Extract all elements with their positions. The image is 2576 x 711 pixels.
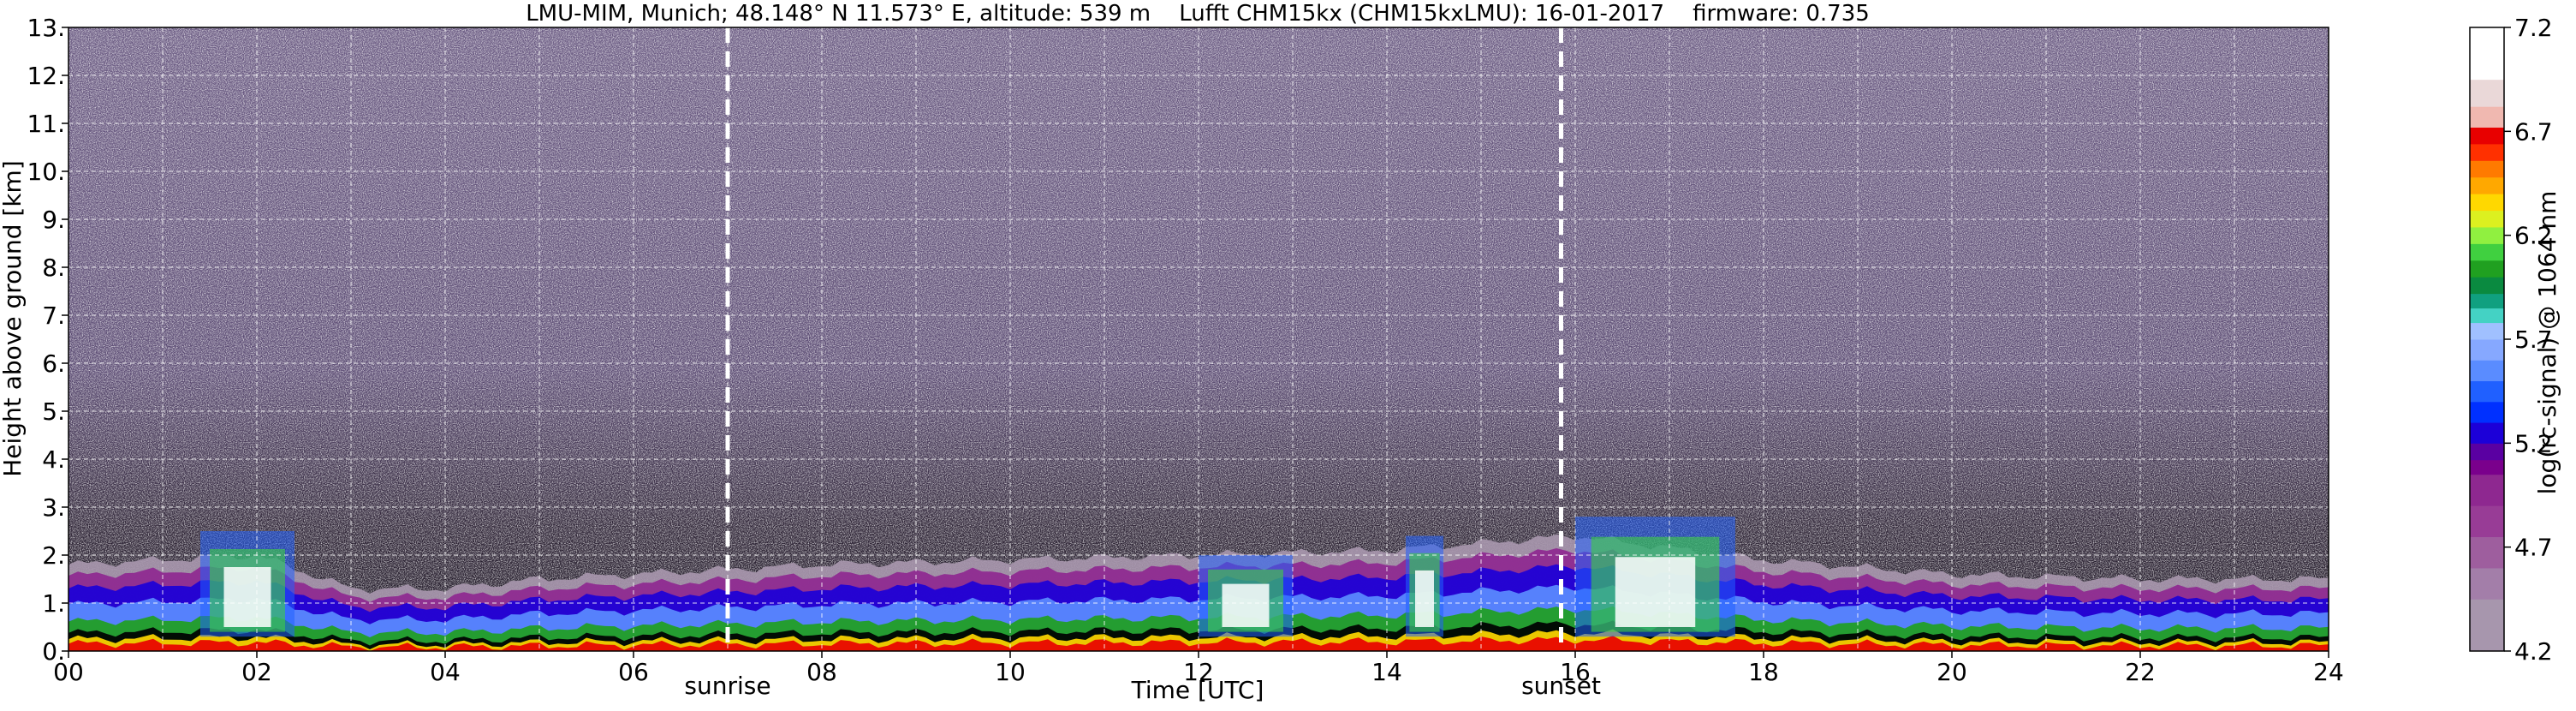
y-tick-label: 1. <box>42 589 65 618</box>
colorbar-segment <box>2470 260 2504 278</box>
y-tick-label: 4. <box>42 445 65 474</box>
colorbar-segment <box>2470 339 2504 361</box>
cloud-patch-core <box>1415 570 1434 627</box>
y-tick-label: 10. <box>27 158 65 186</box>
colorbar-segment <box>2470 27 2504 81</box>
colorbar-segment <box>2470 243 2504 261</box>
x-tick-label: 08 <box>806 658 837 686</box>
colorbar-segment <box>2470 277 2504 295</box>
y-tick-label: 9. <box>42 206 65 234</box>
colorbar-segment <box>2470 474 2504 506</box>
chart-title: LMU-MIM, Munich; 48.148° N 11.573° E, al… <box>526 1 1870 27</box>
colorbar-segment <box>2470 422 2504 444</box>
x-tick-label: 16 <box>1560 658 1591 686</box>
colorbar-segment <box>2470 293 2504 309</box>
x-axis-label: Time [UTC] <box>1131 676 1264 704</box>
x-tick-label: 06 <box>618 658 649 686</box>
x-tick-label: 22 <box>2125 658 2156 686</box>
colorbar-segment <box>2470 308 2504 324</box>
colorbar-segment <box>2470 536 2504 569</box>
colorbar-segment <box>2470 194 2504 212</box>
colorbar-segment <box>2470 360 2504 382</box>
colorbar-segment <box>2470 401 2504 423</box>
colorbar-segment <box>2470 106 2504 128</box>
x-tick-label: 02 <box>241 658 272 686</box>
colorbar-segment <box>2470 176 2504 194</box>
colorbar-segment <box>2470 127 2504 145</box>
y-tick-label: 2. <box>42 541 65 570</box>
colorbar-segment <box>2470 567 2504 600</box>
colorbar-segment <box>2470 459 2504 475</box>
y-tick-label: 13. <box>27 14 65 42</box>
colorbar-tick-label: 4.7 <box>2514 534 2553 562</box>
y-tick-label: 8. <box>42 254 65 282</box>
colorbar-tick-label: 6.2 <box>2514 222 2553 250</box>
y-tick-label: 3. <box>42 493 65 522</box>
colorbar-segment <box>2470 79 2504 107</box>
event-label-sunset: sunset <box>1521 672 1601 700</box>
x-tick-label: 20 <box>1936 658 1967 686</box>
y-tick-label: 0. <box>42 637 65 666</box>
y-tick-label: 11. <box>27 110 65 138</box>
y-tick-label: 5. <box>42 397 65 426</box>
colorbar-segment <box>2470 505 2504 538</box>
cloud-patch-core <box>1222 583 1270 627</box>
x-tick-label: 00 <box>53 658 84 686</box>
y-axis-ticks: 0. 1. 2. 3. 4. 5. 6. 7. 8. 9. 10. 11. 12. 13. <box>27 14 68 666</box>
x-tick-label: 24 <box>2313 658 2344 686</box>
colorbar: 4.2 4.7 5.2 5.7 6.2 6.7 7.2 <box>2469 14 2553 666</box>
colorbar-label: log(rc-signal) @ 1064 nm <box>2533 191 2561 495</box>
colorbar-segment <box>2470 443 2504 461</box>
colorbar-tick-label: 5.2 <box>2514 429 2553 457</box>
x-axis-ticks: 00 02 04 06 08 10 12 14 16 18 20 22 24 <box>53 651 2344 686</box>
y-axis-label: Height above ground [km] <box>0 160 27 477</box>
cloud-patch-core <box>223 567 271 627</box>
grid-lines <box>68 27 2329 651</box>
colorbar-tick-label: 6.7 <box>2514 117 2553 146</box>
colorbar-tick-label: 5.7 <box>2514 326 2553 354</box>
x-tick-label: 18 <box>1748 658 1779 686</box>
y-tick-label: 6. <box>42 350 65 378</box>
x-tick-label: 14 <box>1371 658 1402 686</box>
cloud-patch-core <box>1615 557 1696 627</box>
colorbar-tick-label: 4.2 <box>2514 637 2553 666</box>
colorbar-segment <box>2470 143 2504 161</box>
x-tick-label: 10 <box>995 658 1026 686</box>
colorbar-segment <box>2470 210 2504 228</box>
x-tick-label: 04 <box>430 658 461 686</box>
colorbar-segment <box>2470 599 2504 652</box>
colorbar-segment <box>2470 322 2504 340</box>
colorbar-segment <box>2470 160 2504 178</box>
event-label-sunrise: sunrise <box>684 672 770 700</box>
colorbar-segment <box>2470 226 2504 244</box>
y-tick-label: 12. <box>27 62 65 90</box>
y-tick-label: 7. <box>42 302 65 330</box>
colorbar-tick-label: 7.2 <box>2514 14 2553 42</box>
event-markers: sunrise sunset <box>684 27 1601 700</box>
colorbar-segment <box>2470 380 2504 403</box>
x-tick-label: 12 <box>1183 658 1214 686</box>
